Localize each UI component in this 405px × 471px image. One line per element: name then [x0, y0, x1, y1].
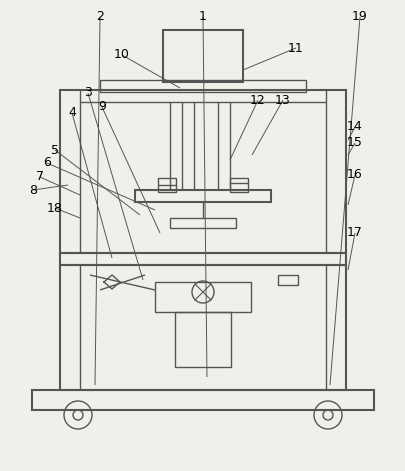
- Text: 17: 17: [346, 227, 362, 239]
- Bar: [158, 178, 175, 192]
- Bar: [155, 282, 250, 312]
- Bar: [60, 265, 345, 390]
- Text: 11: 11: [288, 41, 303, 55]
- Text: 10: 10: [114, 49, 130, 62]
- Text: 15: 15: [346, 137, 362, 149]
- Bar: [175, 312, 230, 367]
- Text: 12: 12: [249, 94, 265, 106]
- Bar: [277, 275, 297, 285]
- Bar: [60, 253, 345, 265]
- Text: 16: 16: [346, 169, 362, 181]
- Bar: [230, 178, 247, 192]
- Text: 1: 1: [198, 10, 207, 24]
- Text: 14: 14: [346, 121, 362, 133]
- Text: 18: 18: [47, 202, 63, 214]
- Text: 8: 8: [29, 184, 37, 196]
- Text: 19: 19: [351, 10, 367, 24]
- Text: 4: 4: [68, 106, 76, 120]
- Text: 6: 6: [43, 156, 51, 170]
- Bar: [60, 90, 345, 253]
- Bar: [162, 30, 243, 82]
- Text: 5: 5: [51, 144, 59, 156]
- Text: 9: 9: [98, 100, 106, 114]
- Text: 3: 3: [84, 87, 92, 99]
- Bar: [170, 218, 235, 228]
- Text: 13: 13: [275, 94, 290, 106]
- Bar: [135, 190, 270, 202]
- Bar: [32, 390, 373, 410]
- Bar: [100, 80, 305, 92]
- Text: 2: 2: [96, 10, 104, 24]
- Text: 7: 7: [36, 171, 44, 184]
